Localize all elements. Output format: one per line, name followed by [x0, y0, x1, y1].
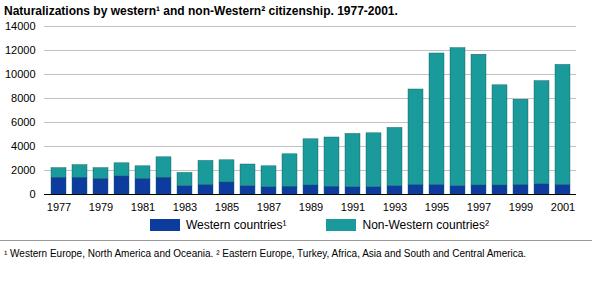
- svg-text:1993: 1993: [383, 201, 407, 213]
- svg-text:10000: 10000: [5, 68, 36, 80]
- svg-text:1981: 1981: [131, 201, 155, 213]
- svg-text:2000: 2000: [11, 164, 35, 176]
- svg-text:1989: 1989: [299, 201, 323, 213]
- svg-text:0: 0: [29, 188, 35, 200]
- html-text:Western countries¹: Western countries¹: [186, 218, 287, 232]
- svg-text:1983: 1983: [173, 201, 197, 213]
- svg-text:1995: 1995: [425, 201, 449, 213]
- html-text:Naturalizations by western¹ an: Naturalizations by western¹ and non-West…: [4, 4, 398, 18]
- html-text:¹ Western Europe, North Americ: ¹ Western Europe, North America and Ocea…: [4, 248, 527, 259]
- svg-text:1977: 1977: [47, 201, 71, 213]
- svg-text:6000: 6000: [11, 116, 35, 128]
- svg-text:1979: 1979: [89, 201, 113, 213]
- svg-text:4000: 4000: [11, 140, 35, 152]
- svg-text:14000: 14000: [5, 20, 36, 32]
- svg-text:1991: 1991: [341, 201, 365, 213]
- svg-text:2001: 2001: [551, 201, 575, 213]
- svg-text:12000: 12000: [5, 44, 36, 56]
- svg-text:1999: 1999: [509, 201, 533, 213]
- html-text:Non-Western countries²: Non-Western countries²: [362, 218, 489, 232]
- svg-text:8000: 8000: [11, 92, 35, 104]
- svg-text:1987: 1987: [257, 201, 281, 213]
- svg-text:1997: 1997: [467, 201, 491, 213]
- svg-text:1985: 1985: [215, 201, 239, 213]
